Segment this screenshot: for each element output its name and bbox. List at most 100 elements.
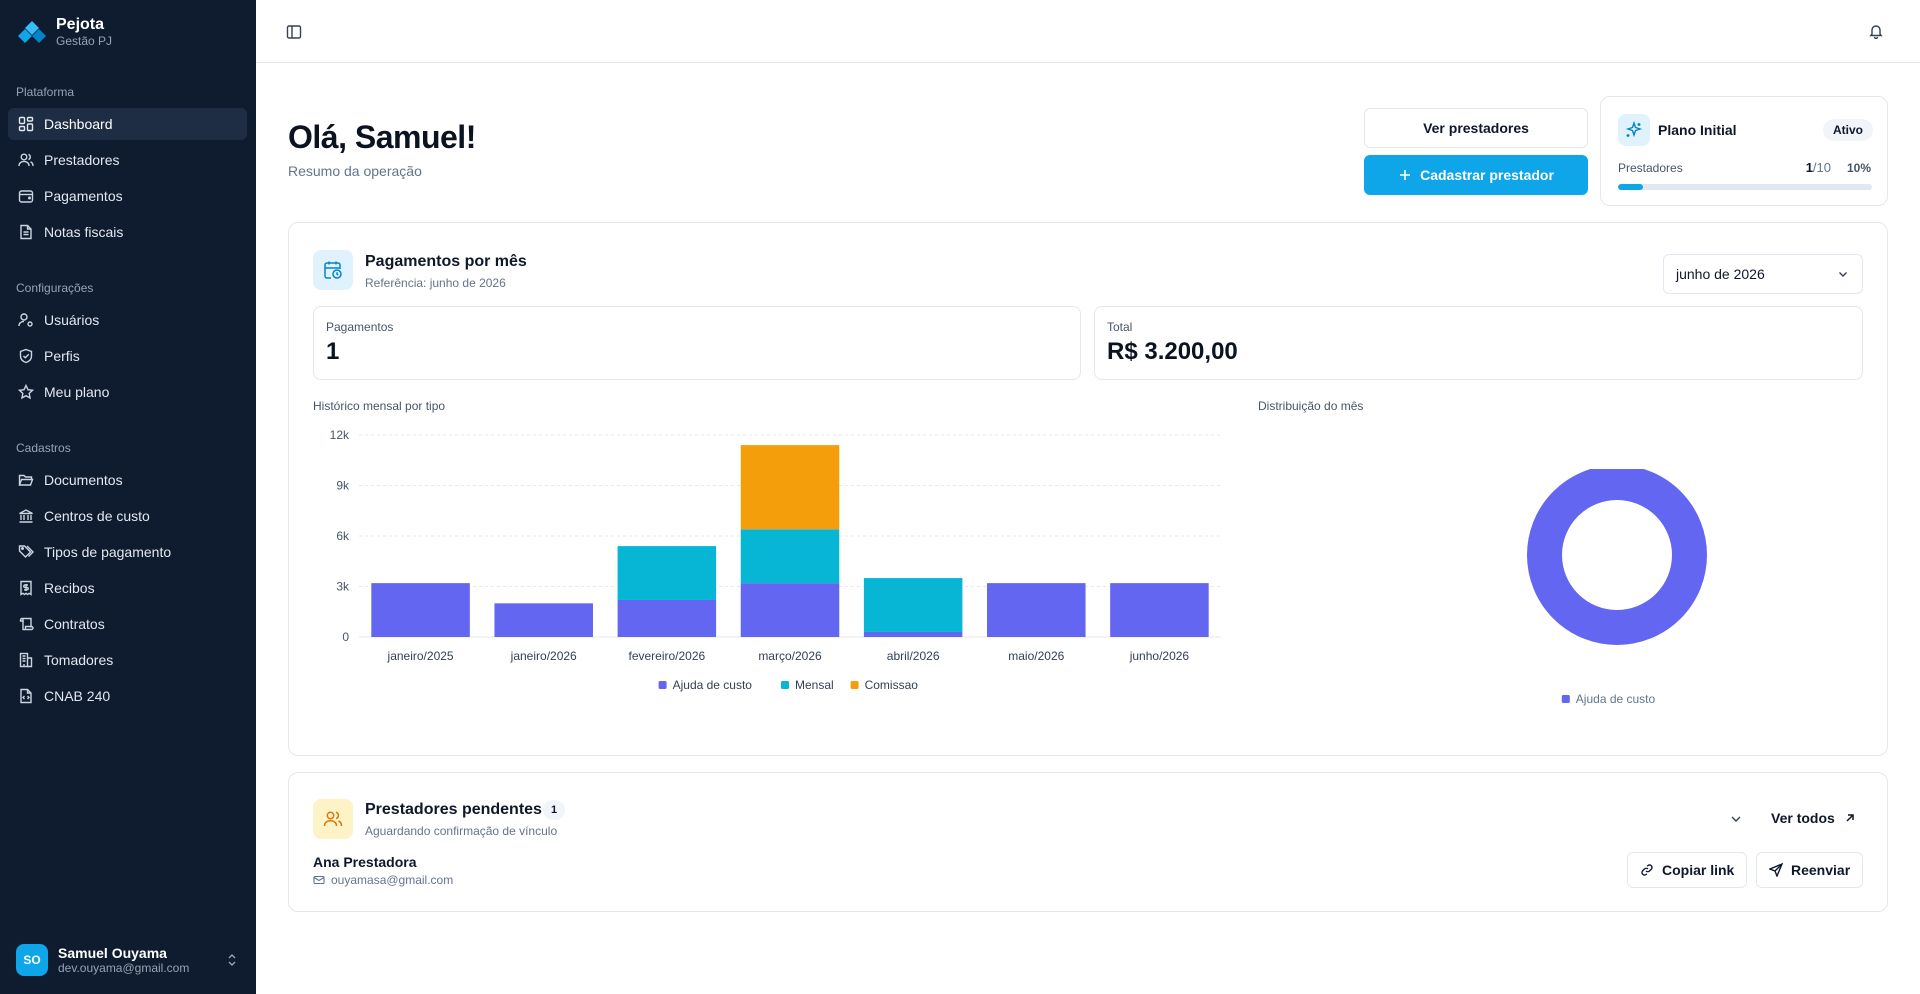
stat-value: 1 xyxy=(326,338,340,365)
plus-icon xyxy=(1400,170,1411,180)
scroll-icon xyxy=(19,617,34,631)
plan-usage-label: Prestadores xyxy=(1618,161,1683,175)
y-tick-label: 12k xyxy=(330,428,350,442)
sidebar-item-label: Tomadores xyxy=(44,652,114,668)
building-icon xyxy=(19,652,33,668)
sidebar-item-label: Usuários xyxy=(44,312,100,328)
pejota-logo xyxy=(18,21,46,43)
sidebar-item-centros-de-custo[interactable]: Centros de custo xyxy=(8,500,247,532)
ver-todos-link[interactable]: Ver todos xyxy=(1761,801,1867,835)
sidebar-item-dashboard[interactable]: Dashboard xyxy=(8,108,247,140)
sidebar-toggle-icon[interactable] xyxy=(286,24,302,40)
resend-label: Reenviar xyxy=(1791,862,1851,878)
sidebar-item-documentos[interactable]: Documentos xyxy=(8,464,247,496)
shield-icon xyxy=(19,348,33,364)
sidebar-item-notas-fiscais[interactable]: Notas fiscais xyxy=(8,216,247,248)
sidebar-item-recibos[interactable]: Recibos xyxy=(8,572,247,604)
users-icon xyxy=(323,811,343,827)
resend-button[interactable]: Reenviar xyxy=(1756,852,1864,888)
chevron-down-icon[interactable] xyxy=(1728,811,1744,827)
sidebar-item-prestadores[interactable]: Prestadores xyxy=(8,144,247,176)
file-text-icon xyxy=(20,224,32,240)
copy-link-button[interactable]: Copiar link xyxy=(1627,852,1748,888)
stat-value: R$ 3.200,00 xyxy=(1107,338,1238,365)
x-tick-label: fevereiro/2026 xyxy=(628,649,705,663)
sidebar: Pejota Gestão PJ Plataforma Dashboard Pr… xyxy=(0,0,256,994)
sidebar-item-label: Meu plano xyxy=(44,384,110,400)
payments-reference: Referência: junho de 2026 xyxy=(365,276,506,290)
ver-prestadores-button[interactable]: Ver prestadores xyxy=(1364,108,1588,148)
sidebar-item-meu-plano[interactable]: Meu plano xyxy=(8,376,247,408)
bar-segment[interactable] xyxy=(987,583,1086,637)
sidebar-item-label: Notas fiscais xyxy=(44,224,124,240)
sidebar-item-label: Contratos xyxy=(44,616,105,632)
x-tick-label: janeiro/2025 xyxy=(387,649,454,663)
sidebar-item-label: Recibos xyxy=(44,580,95,596)
user-menu[interactable]: SO Samuel Ouyama dev.ouyama@gmail.com xyxy=(16,942,240,978)
receipt-icon xyxy=(20,580,32,596)
sidebar-item-tipos-de-pagamento[interactable]: Tipos de pagamento xyxy=(8,536,247,568)
plan-usage-percent: 10% xyxy=(1846,161,1871,175)
topbar xyxy=(256,0,1920,63)
legend-label: Mensal xyxy=(795,678,834,692)
pending-person-name: Ana Prestadora xyxy=(313,854,417,870)
wallet-icon xyxy=(18,190,34,203)
sidebar-item-label: Perfis xyxy=(44,348,80,364)
month-select[interactable]: junho de 2026 xyxy=(1663,254,1863,294)
sidebar-item-perfis[interactable]: Perfis xyxy=(8,340,247,372)
sidebar-item-label: Tipos de pagamento xyxy=(44,544,172,560)
ver-todos-label: Ver todos xyxy=(1771,810,1835,826)
y-tick-label: 9k xyxy=(336,479,350,493)
bar-segment[interactable] xyxy=(617,546,717,600)
sidebar-item-usuarios[interactable]: Usuários xyxy=(8,304,247,336)
payments-icon-box xyxy=(313,250,353,290)
bar-segment[interactable] xyxy=(1110,583,1209,637)
sidebar-item-label: CNAB 240 xyxy=(44,688,111,704)
plan-progress-track xyxy=(1618,184,1872,190)
star-icon xyxy=(18,384,34,400)
bar-segment[interactable] xyxy=(740,529,840,584)
brand-subtitle: Gestão PJ xyxy=(56,34,113,48)
bar-segment[interactable] xyxy=(863,578,963,632)
chevrons-up-down-icon xyxy=(228,954,236,966)
plan-card: Plano Initial Ativo Prestadores 1/10 10% xyxy=(1600,96,1888,206)
sidebar-item-label: Centros de custo xyxy=(44,508,150,524)
sidebar-item-label: Dashboard xyxy=(44,116,113,132)
plan-progress-fill xyxy=(1618,184,1644,190)
legend-swatch xyxy=(850,681,859,689)
stat-payments-total: Total R$ 3.200,00 xyxy=(1094,306,1863,380)
copy-link-label: Copiar link xyxy=(1662,862,1735,878)
y-tick-label: 0 xyxy=(342,630,349,644)
donut-slice[interactable] xyxy=(1527,469,1707,645)
bar-segment[interactable] xyxy=(371,583,470,637)
bar-segment[interactable] xyxy=(740,445,840,530)
bell-icon[interactable] xyxy=(1868,23,1884,39)
plan-status-badge: Ativo xyxy=(1823,119,1873,141)
cadastrar-prestador-label: Cadastrar prestador xyxy=(1420,167,1554,183)
stat-label: Total xyxy=(1107,320,1133,334)
sidebar-item-pagamentos[interactable]: Pagamentos xyxy=(8,180,247,212)
brand[interactable]: Pejota Gestão PJ xyxy=(18,16,112,48)
users-icon xyxy=(18,153,34,167)
bar-segment[interactable] xyxy=(740,583,840,637)
avatar: SO xyxy=(16,944,48,976)
cadastrar-prestador-button[interactable]: Cadastrar prestador xyxy=(1364,155,1588,195)
user-name: Samuel Ouyama xyxy=(58,945,167,961)
bar-segment[interactable] xyxy=(617,599,717,637)
sidebar-item-tomadores[interactable]: Tomadores xyxy=(8,644,247,676)
distribution-donut-chart: Ajuda de custo xyxy=(1527,469,1707,706)
send-icon xyxy=(1769,863,1783,877)
tags-icon xyxy=(18,545,34,558)
pending-card: Prestadores pendentes 1 Aguardando confi… xyxy=(288,772,1888,912)
chevron-down-icon xyxy=(1839,272,1847,277)
sidebar-item-contratos[interactable]: Contratos xyxy=(8,608,247,640)
link-icon xyxy=(1641,864,1653,876)
sidebar-item-label: Pagamentos xyxy=(44,188,123,204)
history-label: Histórico mensal por tipo xyxy=(313,399,446,413)
bar-segment[interactable] xyxy=(494,603,593,637)
plan-title: Plano Initial xyxy=(1658,122,1737,138)
bar-segment[interactable] xyxy=(863,631,963,637)
payments-title: Pagamentos por mês xyxy=(365,253,527,270)
sidebar-item-cnab-240[interactable]: CNAB 240 xyxy=(8,680,247,712)
landmark-icon xyxy=(19,509,33,523)
